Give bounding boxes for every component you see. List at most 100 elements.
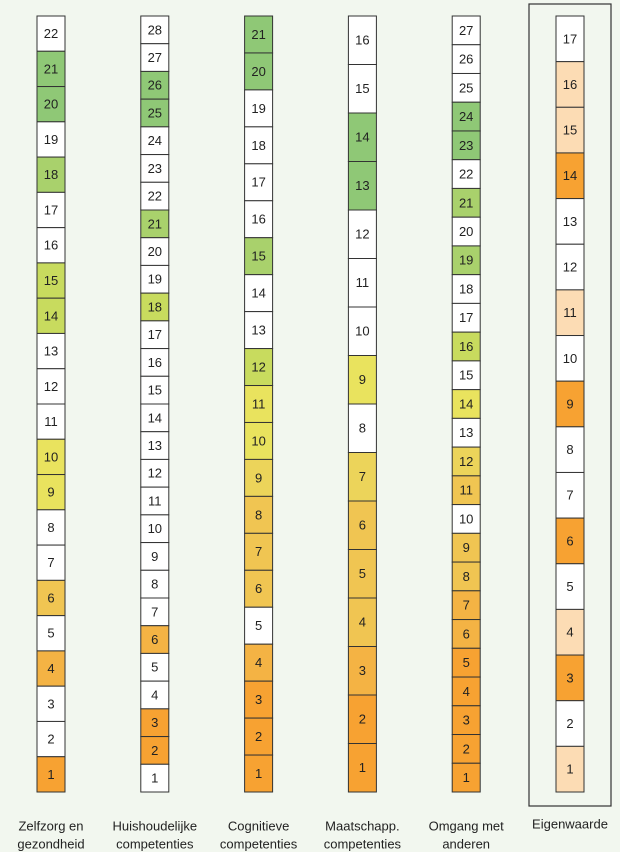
cell: [244, 126, 274, 165]
cell-number: 20: [459, 224, 473, 239]
cell-number: 7: [255, 544, 262, 559]
cell: [244, 680, 274, 719]
cell: [347, 64, 377, 114]
cell: [140, 126, 170, 156]
cell-number: 13: [44, 344, 58, 359]
cell: [244, 643, 274, 682]
frame: [528, 3, 612, 807]
cell: [555, 15, 585, 63]
cell-number: 12: [563, 259, 577, 274]
cell-number: 25: [148, 105, 162, 120]
cell-number: 24: [148, 133, 162, 148]
cell-number: 24: [459, 109, 473, 124]
cell-number: 15: [459, 368, 473, 383]
cell-number: 2: [47, 732, 54, 747]
cell: [244, 89, 274, 128]
cell-number: 12: [44, 379, 58, 394]
cell: [36, 474, 66, 511]
cell-number: 7: [463, 598, 470, 613]
cell-number: 18: [148, 299, 162, 314]
cell: [451, 532, 481, 563]
cell-number: 14: [44, 308, 58, 323]
cell-number: 12: [251, 359, 265, 374]
cell-number: 13: [459, 425, 473, 440]
cell: [36, 191, 66, 229]
cell-number: 4: [47, 661, 54, 676]
cell-number: 15: [355, 81, 369, 96]
cell: [36, 50, 66, 88]
cell: [140, 181, 170, 211]
cell: [555, 198, 585, 245]
cell-number: 2: [566, 716, 573, 731]
cell-number: 19: [459, 253, 473, 268]
cell-number: 4: [566, 625, 573, 640]
cell-number: 3: [151, 715, 158, 730]
cell-number: 10: [459, 511, 473, 526]
cell-number: 18: [459, 281, 473, 296]
cell: [451, 475, 481, 506]
cell-number: 16: [44, 238, 58, 253]
cell-number: 1: [359, 760, 366, 775]
cell: [451, 647, 481, 678]
cell-number: 6: [255, 581, 262, 596]
cell-number: 2: [359, 712, 366, 727]
cell-number: 3: [255, 692, 262, 707]
cell-number: 16: [563, 77, 577, 92]
cell: [555, 152, 585, 200]
cell: [555, 654, 585, 702]
cell: [140, 569, 170, 599]
cell-number: 19: [148, 272, 162, 287]
cell-number: 16: [148, 355, 162, 370]
cell-number: 6: [566, 533, 573, 548]
cell: [36, 650, 66, 687]
cell: [244, 15, 274, 54]
cell-number: 12: [148, 466, 162, 481]
cell: [36, 720, 66, 758]
cell-number: 7: [151, 604, 158, 619]
cell-number: 20: [44, 97, 58, 112]
column-label: Huishoudelijke: [113, 818, 198, 833]
cell: [36, 615, 66, 652]
cell: [140, 458, 170, 488]
cell: [140, 375, 170, 405]
cell: [347, 743, 377, 793]
cell-number: 6: [463, 626, 470, 641]
cell-number: 3: [47, 696, 54, 711]
cell: [244, 385, 274, 423]
cell: [140, 625, 170, 654]
cell: [451, 216, 481, 247]
cell-number: 13: [251, 323, 265, 338]
column-label: Maatschapp.: [325, 818, 399, 833]
cell: [140, 292, 170, 322]
cell: [244, 495, 274, 534]
cell-number: 7: [359, 469, 366, 484]
cell: [555, 608, 585, 656]
cell-number: 26: [459, 52, 473, 67]
cell: [451, 15, 481, 46]
column-label: anderen: [442, 836, 490, 851]
cell-number: 14: [251, 286, 265, 301]
cell: [347, 15, 377, 65]
cell: [555, 380, 585, 428]
cell: [140, 237, 170, 266]
cell-number: 16: [355, 33, 369, 48]
cell-number: 7: [566, 488, 573, 503]
cell-number: 8: [463, 569, 470, 584]
cell-number: 2: [463, 741, 470, 756]
cell: [451, 101, 481, 132]
cell-number: 23: [148, 161, 162, 176]
cell: [347, 209, 377, 259]
cell-number: 11: [148, 493, 162, 508]
cell-number: 10: [44, 449, 58, 464]
cell: [36, 368, 66, 405]
cell-number: 13: [355, 178, 369, 193]
cell-number: 13: [148, 438, 162, 453]
cell-number: 2: [151, 743, 158, 758]
cell-number: 4: [359, 615, 366, 630]
cell: [244, 311, 274, 350]
cell: [36, 579, 66, 617]
cell: [36, 544, 66, 581]
cell-number: 2: [255, 729, 262, 744]
cell-number: 23: [459, 138, 473, 153]
cell-number: 6: [151, 632, 158, 647]
